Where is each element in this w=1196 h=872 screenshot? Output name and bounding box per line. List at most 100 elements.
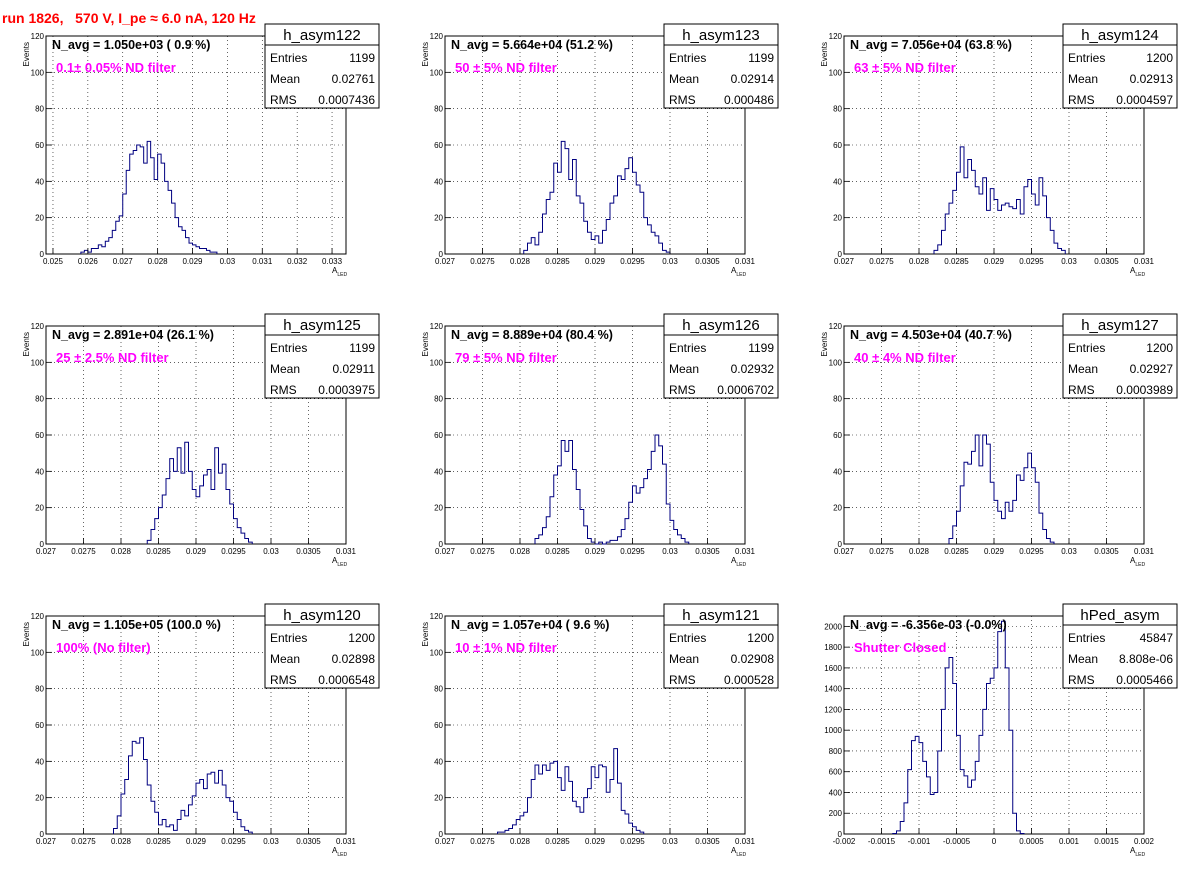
filter-label: Shutter Closed [854,640,947,655]
y-tick-label: 60 [35,431,44,440]
x-tick-label: 0.0305 [695,547,720,556]
x-tick-label: 0.0275 [470,837,495,846]
x-tick-label: 0.027 [36,837,57,846]
histogram-svg: 0.027 0.0275 0.028 0.0285 0.029 0.0295 0.03 0.0… [820,313,1178,568]
histogram-line [497,748,645,834]
stats-value-mean: 0.02927 [1130,362,1174,376]
y-tick-label: 60 [35,721,44,730]
stats-label-mean: Mean [669,72,699,86]
y-tick-label: 0 [40,540,45,549]
x-tick-label: 0.001 [1059,837,1080,846]
x-axis-title: ALED [1130,266,1145,278]
x-tick-label: 0.0015 [1094,837,1119,846]
histogram-svg: 0.027 0.0275 0.028 0.0285 0.029 0.0295 0.03 0.0… [22,603,380,858]
y-tick-label: 80 [35,395,44,404]
y-tick-label: 20 [833,214,842,223]
y-tick-label: 0 [439,250,444,259]
y-tick-label: 80 [35,105,44,114]
y-tick-label: 80 [434,685,443,694]
y-tick-label: 100 [430,68,444,77]
x-tick-label: 0.0305 [1094,257,1119,266]
y-tick-label: 100 [430,648,444,657]
n-avg-label: N_avg = 1.105e+05 (100.0 %) [52,618,221,632]
stats-value-entries: 1200 [1146,341,1173,355]
x-tick-label: 0.0305 [296,547,321,556]
x-tick-label: 0.029 [186,547,207,556]
x-axis-title-sub: LED [1135,562,1145,568]
histogram-panel-h_asym121: 0.027 0.0275 0.028 0.0285 0.029 0.0295 0.03 0.0… [399,603,797,872]
y-tick-label: 60 [434,721,443,730]
x-axis-title-main: A [731,266,737,275]
stats-value-entries: 45847 [1140,631,1174,645]
x-tick-label: 0.0305 [695,837,720,846]
x-tick-label: 0.03 [263,837,279,846]
x-axis-title-main: A [731,556,737,565]
x-tick-label: -0.0015 [868,837,896,846]
filter-label: 10 ± 1% ND filter [455,640,557,655]
stats-label-mean: Mean [1068,652,1098,666]
y-axis-title: Events [22,622,31,646]
stats-label-mean: Mean [1068,362,1098,376]
y-tick-label: 100 [829,68,843,77]
x-tick-label: 0.029 [182,257,203,266]
y-tick-label: 60 [434,431,443,440]
histogram-svg: 0.027 0.0275 0.028 0.0285 0.029 0.0295 0.03 0.0… [421,603,779,858]
x-axis-title-main: A [332,846,338,855]
y-tick-label: 0 [838,540,843,549]
stats-value-mean: 0.02908 [731,652,775,666]
stats-label-entries: Entries [1068,341,1105,355]
x-tick-label: 0.031 [1134,547,1155,556]
x-axis-title-sub: LED [736,852,746,858]
y-tick-label: 0 [439,830,444,839]
x-axis-title-main: A [332,266,338,275]
stats-label-entries: Entries [270,51,307,65]
y-tick-label: 40 [434,757,443,766]
x-tick-label: 0.0305 [296,837,321,846]
x-tick-label: 0.03 [263,547,279,556]
x-tick-label: 0.028 [510,257,531,266]
x-tick-label: 0.0275 [869,547,894,556]
stats-label-mean: Mean [270,72,300,86]
y-tick-label: 1600 [824,664,842,673]
stats-value-rms: 0.0003989 [1116,383,1173,397]
x-tick-label: 0.031 [336,837,357,846]
y-tick-label: 200 [829,809,843,818]
filter-label: 79 ± 5% ND filter [455,350,557,365]
stats-value-entries: 1199 [349,51,375,65]
y-tick-label: 40 [434,177,443,186]
stats-label-entries: Entries [669,631,706,645]
y-tick-label: 120 [31,612,45,621]
x-axis-title-sub: LED [337,272,347,278]
stats-label-rms: RMS [669,93,696,107]
histogram-name: h_asym127 [1081,317,1159,334]
stats-label-rms: RMS [1068,93,1095,107]
x-tick-label: 0.028 [111,547,132,556]
y-tick-label: 0 [439,540,444,549]
stats-label-rms: RMS [1068,673,1095,687]
stats-value-rms: 0.0006702 [717,383,774,397]
stats-value-entries: 1199 [349,341,375,355]
y-tick-label: 0 [40,250,45,259]
x-tick-label: 0.03 [662,837,678,846]
y-tick-label: 120 [829,32,843,41]
histogram-panel-h_asym126: 0.027 0.0275 0.028 0.0285 0.029 0.0295 0.03 0.0… [399,313,797,582]
y-tick-label: 60 [833,431,842,440]
histogram-panel-h_asym123: 0.027 0.0275 0.028 0.0285 0.029 0.0295 0.03 0.0… [399,23,797,292]
stats-box [663,313,779,399]
x-tick-label: 0.0295 [221,547,246,556]
x-axis-title-sub: LED [1135,272,1145,278]
x-tick-label: 0.029 [585,837,606,846]
stats-box [663,23,779,109]
y-axis-title: Events [820,42,829,66]
stats-box [1062,23,1178,109]
histogram-line [892,620,1025,834]
x-tick-label: 0.0295 [1019,547,1044,556]
stats-value-entries: 1199 [748,341,774,355]
x-axis-title-sub: LED [736,562,746,568]
stats-value-mean: 0.02932 [731,362,775,376]
x-tick-label: 0.0285 [146,547,171,556]
n-avg-label: N_avg = 1.057e+04 ( 9.6 %) [451,618,609,632]
x-tick-label: 0.027 [435,837,456,846]
histogram-name: h_asym125 [283,317,361,334]
stats-label-rms: RMS [669,383,696,397]
